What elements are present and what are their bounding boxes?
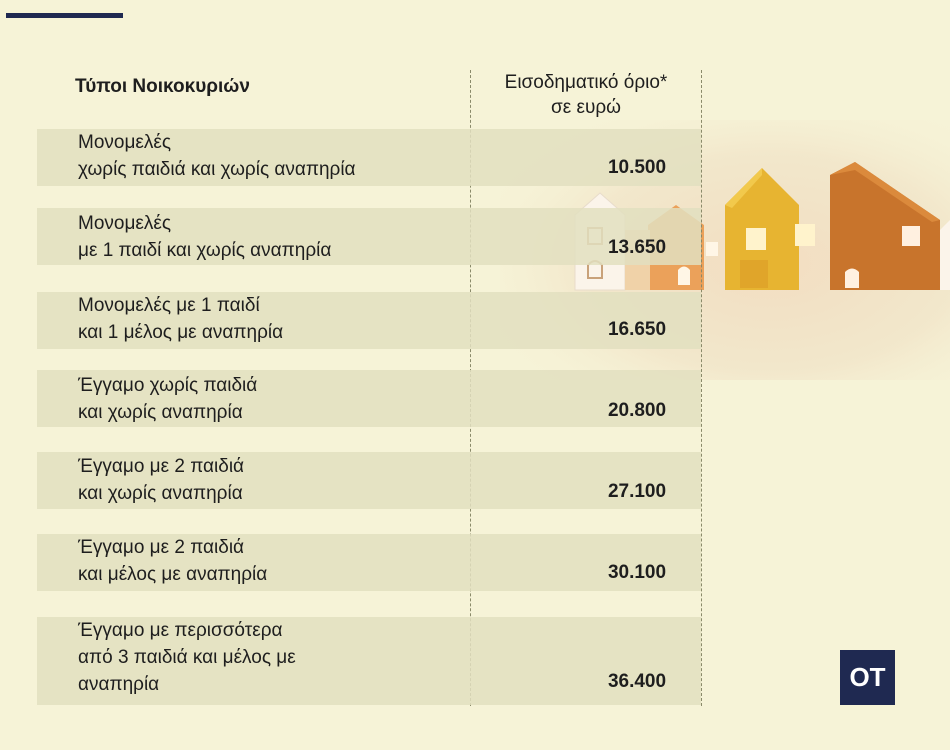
household-type-label: Έγγαμο με 2 παιδιά και χωρίς αναπηρία [78,456,245,504]
income-limit-value: 10.500 [607,157,667,178]
dashed-divider-right [701,70,702,706]
household-type-label: Μονομελές με 1 παιδί και χωρίς αναπηρία [78,213,332,261]
income-limit-value: 36.400 [607,671,667,692]
income-limit-value: 27.100 [607,481,667,502]
household-type-label: Έγγαμο με περισσότερα από 3 παιδιά και μ… [78,620,296,695]
income-limit-value: 13.650 [607,237,667,258]
household-type-label: Έγγαμο με 2 παιδιά και μέλος με αναπηρία [78,537,268,585]
top-accent-bar [6,13,123,18]
table-row: Μονομελές με 1 παιδί και 1 μέλος με αναπ… [37,292,701,349]
table-row: Έγγαμο με περισσότερα από 3 παιδιά και μ… [37,617,701,705]
table-row: Έγγαμο χωρίς παιδιά και χωρίς αναπηρία 2… [37,370,701,427]
table-row: Μονομελές χωρίς παιδιά και χωρίς αναπηρί… [37,129,701,186]
logo-text: OT [849,662,886,692]
income-limit-value: 30.100 [607,562,667,583]
ot-logo: OT [840,650,895,705]
income-limit-header-text: Εισοδηματικό όριο* σε ευρώ [504,72,668,118]
column-header-income-limit: Εισοδηματικό όριο* σε ευρώ [470,70,702,120]
table-row: Μονομελές με 1 παιδί και χωρίς αναπηρία … [37,208,701,265]
household-type-label: Μονομελές χωρίς παιδιά και χωρίς αναπηρί… [78,132,356,180]
column-header-household-types: Τύποι Νοικοκυριών [75,76,250,97]
table-row: Έγγαμο με 2 παιδιά και χωρίς αναπηρία 27… [37,452,701,509]
income-limit-value: 20.800 [607,400,667,421]
income-limit-value: 16.650 [607,319,667,340]
household-type-label: Μονομελές με 1 παιδί και 1 μέλος με αναπ… [78,295,284,343]
table-row: Έγγαμο με 2 παιδιά και μέλος με αναπηρία… [37,534,701,591]
household-type-label: Έγγαμο χωρίς παιδιά και χωρίς αναπηρία [78,375,258,423]
